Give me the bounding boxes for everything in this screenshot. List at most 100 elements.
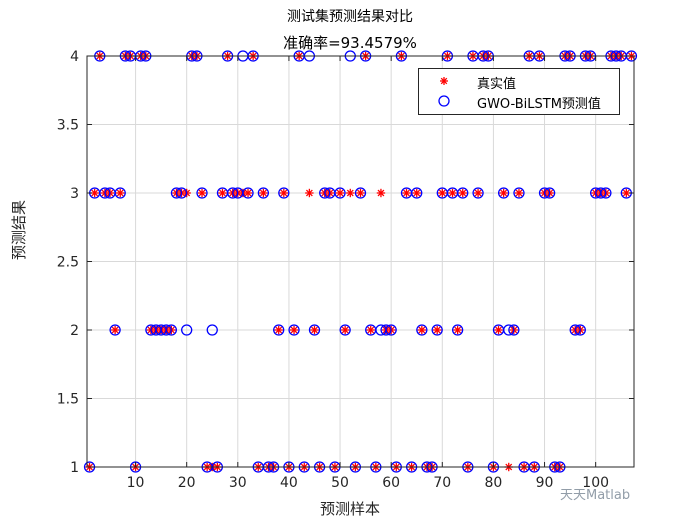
asterisk-stroke — [515, 189, 523, 197]
predicted-value-marker — [503, 324, 515, 336]
asterisk-stroke — [336, 189, 344, 197]
y-tick-label: 3 — [70, 186, 79, 202]
actual-value-marker — [356, 188, 365, 198]
predicted-value-marker — [160, 324, 172, 336]
predicted-value-marker — [273, 324, 285, 336]
predicted-value-marker — [538, 187, 551, 199]
asterisk-stroke — [449, 189, 456, 197]
asterisk-stroke — [198, 189, 206, 197]
circle-marker-icon — [438, 95, 450, 107]
actual-value-marker — [402, 188, 411, 198]
actual-value-marker — [494, 325, 503, 335]
asterisk-stroke — [219, 189, 226, 197]
y-tick-label: 4 — [70, 49, 79, 65]
watermark: 天天Matlab — [560, 488, 631, 503]
x-tick-label: 50 — [331, 475, 349, 491]
legend-item-predicted: GWO-BiLSTM预测值 — [419, 91, 619, 112]
actual-value-marker — [453, 325, 462, 335]
predicted-value-marker — [339, 324, 351, 336]
actual-value-marker — [274, 325, 283, 335]
x-tick-label: 100 — [582, 475, 609, 491]
y-tick-label: 1.5 — [57, 392, 79, 408]
predicted-value-marker — [334, 187, 346, 199]
predicted-value-marker — [114, 187, 126, 199]
asterisk-stroke — [357, 189, 364, 197]
predicted-value-marker — [354, 187, 367, 199]
asterisk-stroke — [290, 326, 298, 334]
asterisk-stroke — [116, 189, 124, 197]
asterisk-marker-icon — [440, 77, 448, 85]
asterisk-stroke — [341, 326, 349, 334]
asterisk-stroke — [346, 189, 354, 197]
predicted-value-marker — [242, 187, 254, 199]
actual-value-marker — [412, 188, 421, 198]
predicted-value-marker — [513, 187, 525, 199]
predicted-value-marker — [227, 187, 239, 199]
actual-value-marker — [366, 325, 375, 335]
actual-value-marker — [289, 325, 299, 335]
predicted-value-marker — [181, 324, 193, 336]
actual-value-marker — [279, 188, 289, 198]
legend-label-actual: 真实值 — [477, 77, 517, 92]
actual-value-marker — [116, 188, 125, 198]
actual-value-marker — [218, 188, 227, 198]
asterisk-stroke — [305, 189, 313, 197]
predicted-value-marker — [99, 187, 111, 199]
x-tick-label: 20 — [178, 475, 196, 491]
actual-value-marker — [432, 325, 442, 335]
asterisk-stroke — [438, 189, 446, 197]
predicted-value-marker — [288, 324, 300, 336]
asterisk-stroke — [500, 189, 508, 197]
predicted-value-marker — [472, 187, 484, 199]
asterisk-stroke — [259, 189, 267, 197]
legend: 真实值 GWO-BiLSTM预测值 — [418, 68, 620, 115]
predicted-value-marker — [278, 187, 290, 199]
actual-value-marker — [346, 188, 355, 198]
x-axis-ticks: 10 20 30 40 50 60 70 80 90 100 — [127, 56, 609, 491]
predicted-value-marker — [451, 324, 464, 336]
predicted-value-marker — [109, 324, 121, 336]
predicted-value-marker — [569, 324, 581, 336]
predicted-value-marker — [319, 187, 331, 199]
predicted-value-marker — [196, 187, 208, 199]
asterisk-stroke — [275, 326, 283, 334]
x-axis-label: 预测样本 — [319, 500, 380, 518]
y-axis-label: 预测结果 — [10, 199, 28, 260]
asterisk-stroke — [91, 189, 99, 197]
asterisk-stroke — [433, 326, 441, 334]
x-tick-label: 80 — [485, 475, 503, 491]
x-tick-label: 40 — [280, 475, 298, 491]
x-tick-label: 10 — [127, 475, 145, 491]
predicted-value-marker — [431, 324, 443, 336]
y-axis-ticks: 1 1.5 2 2.5 3 3.5 4 — [57, 49, 634, 476]
y-tick-label: 2.5 — [57, 255, 79, 271]
x-tick-label: 60 — [382, 475, 400, 491]
actual-value-marker — [376, 188, 386, 198]
predicted-value-marker — [308, 324, 321, 336]
actual-value-marker — [473, 188, 483, 198]
x-tick-label: 70 — [433, 475, 451, 491]
actual-value-marker — [438, 188, 447, 198]
actual-value-marker — [305, 188, 314, 198]
actual-value-marker — [458, 188, 467, 198]
actual-value-marker — [110, 325, 120, 335]
predicted-value-marker — [416, 324, 428, 336]
predicted-value-marker — [457, 187, 469, 199]
predicted-value-marker — [257, 187, 270, 199]
chart-subtitle: 准确率=93.4579% — [283, 34, 417, 52]
asterisk-stroke — [418, 326, 426, 334]
asterisk-stroke — [495, 326, 502, 334]
asterisk-stroke — [111, 326, 119, 334]
asterisk-stroke — [367, 326, 375, 334]
actual-value-marker — [622, 188, 631, 198]
predicted-value-marker — [380, 324, 392, 336]
chart-title: 测试集预测结果对比 — [287, 9, 413, 25]
actual-value-marker — [310, 325, 319, 335]
asterisk-stroke — [244, 189, 252, 197]
legend-label-predicted: GWO-BiLSTM预测值 — [477, 97, 601, 112]
predicted-value-marker — [497, 187, 510, 199]
asterisk-stroke — [622, 189, 630, 197]
actual-value-marker — [340, 325, 350, 335]
y-tick-label: 3.5 — [57, 118, 79, 134]
